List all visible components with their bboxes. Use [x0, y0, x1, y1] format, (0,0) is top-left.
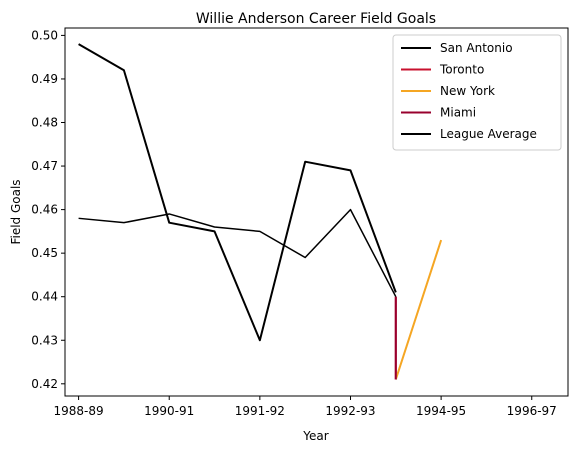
y-tick-label: 0.46	[31, 203, 58, 217]
series-line-new-york	[394, 239, 443, 380]
legend-label-league-average: League Average	[440, 127, 537, 141]
x-tick-label: 1990-91	[144, 404, 194, 418]
legend-box	[392, 34, 562, 151]
y-tick-label: 0.43	[31, 333, 58, 347]
x-tick-label: 1988-89	[54, 404, 104, 418]
y-tick-label: 0.50	[31, 28, 58, 42]
legend: San Antonio Toronto New York Miami League Av…	[392, 34, 562, 151]
plot-frame	[64, 27, 569, 397]
y-tick-label: 0.47	[31, 159, 58, 173]
legend-label-toronto: Toronto	[439, 63, 484, 77]
x-tick-label: 1994-95	[416, 404, 466, 418]
legend-label-miami: Miami	[440, 106, 476, 120]
x-tick-label: 1996-97	[507, 404, 557, 418]
y-tick-label: 0.49	[31, 72, 58, 86]
y-tick-label: 0.45	[31, 246, 58, 260]
y-axis: 0.42 0.43 0.44 0.45 0.46 0.47 0.48 0.49 0.50	[31, 28, 65, 391]
x-axis: 1988-89 1990-91 1991-92 1992-93 1994-95 1996-…	[54, 396, 557, 418]
y-tick-label: 0.42	[31, 377, 58, 391]
x-tick-label: 1992-93	[325, 404, 375, 418]
legend-label-new-york: New York	[440, 84, 495, 98]
series-line-league-average	[78, 208, 397, 298]
x-axis-label: Year	[302, 429, 328, 443]
y-tick-label: 0.44	[31, 290, 58, 304]
y-axis-label: Field Goals	[9, 179, 23, 244]
chart-title: Willie Anderson Career Field Goals	[196, 11, 436, 27]
y-tick-label: 0.48	[31, 116, 58, 130]
legend-label-san-antonio: San Antonio	[440, 41, 513, 55]
series-line-san-antonio	[78, 43, 397, 342]
x-tick-label: 1991-92	[235, 404, 285, 418]
plot-lines	[78, 43, 443, 380]
